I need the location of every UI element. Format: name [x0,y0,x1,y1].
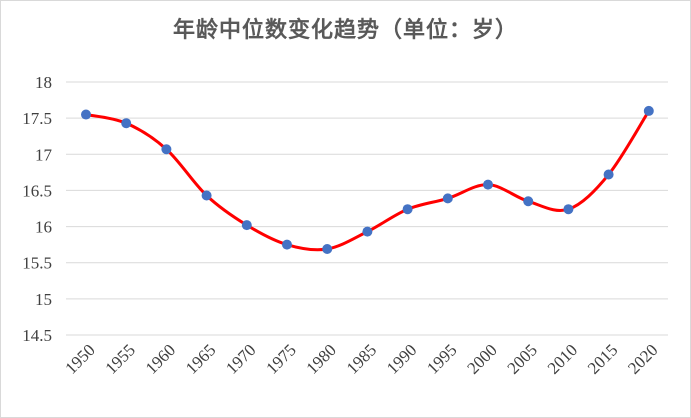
x-tick-label: 2000 [463,340,500,377]
data-point [523,196,534,207]
x-tick-label: 1960 [142,340,179,377]
y-tick-label: 15.5 [22,254,52,273]
x-tick-label: 2020 [624,340,661,377]
data-point [201,190,212,201]
data-point [282,239,292,250]
data-point [402,204,413,215]
x-tick-label: 1950 [61,340,98,377]
x-tick-label: 1990 [383,340,420,377]
x-tick-label: 2010 [544,340,581,377]
x-tick-label: 1980 [303,340,340,377]
x-tick-label: 2015 [584,340,621,377]
y-tick-label: 18 [35,73,52,92]
data-point [362,226,373,237]
data-point [442,193,453,204]
y-tick-label: 17 [35,145,53,164]
data-point [81,109,91,120]
x-tick-label: 1975 [262,340,299,377]
data-point [161,144,172,155]
x-tick-label: 1995 [423,340,460,377]
data-point [121,118,132,129]
data-point [563,204,574,215]
x-tick-label: 1955 [102,340,139,377]
y-tick-label: 16 [35,218,52,237]
data-point [241,220,252,231]
y-tick-label: 17.5 [22,109,52,128]
x-tick-label: 1970 [222,340,259,377]
x-tick-label: 1965 [182,340,219,377]
data-point [483,179,493,190]
y-tick-label: 15 [35,290,52,309]
data-point [322,243,333,254]
chart-title: 年龄中位数变化趋势（单位：岁） [172,18,518,43]
x-tick-label: 1985 [343,340,380,377]
data-point [643,105,654,116]
y-tick-label: 14.5 [22,326,52,345]
data-point [603,169,614,180]
x-tick-label: 2005 [504,340,541,377]
y-tick-label: 16.5 [22,181,52,200]
